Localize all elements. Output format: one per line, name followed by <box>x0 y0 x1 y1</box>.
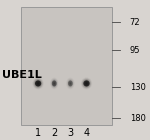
Ellipse shape <box>69 82 71 85</box>
Ellipse shape <box>68 81 72 86</box>
Ellipse shape <box>84 80 89 87</box>
Ellipse shape <box>69 81 72 86</box>
Ellipse shape <box>68 80 73 86</box>
Ellipse shape <box>52 80 57 86</box>
Text: 72: 72 <box>130 18 140 27</box>
Ellipse shape <box>83 80 90 86</box>
Ellipse shape <box>53 82 55 85</box>
Ellipse shape <box>37 83 39 84</box>
Ellipse shape <box>35 80 41 86</box>
Ellipse shape <box>84 81 89 86</box>
Ellipse shape <box>86 83 87 84</box>
Ellipse shape <box>84 81 89 86</box>
Ellipse shape <box>52 80 57 87</box>
Text: 130: 130 <box>130 83 146 92</box>
Ellipse shape <box>34 79 42 88</box>
Ellipse shape <box>85 82 88 85</box>
Ellipse shape <box>35 80 41 87</box>
Text: 180: 180 <box>130 114 146 123</box>
Bar <box>21 7 112 125</box>
Ellipse shape <box>34 79 43 88</box>
Ellipse shape <box>36 81 41 86</box>
Ellipse shape <box>54 83 55 84</box>
Ellipse shape <box>82 79 91 88</box>
Ellipse shape <box>82 79 91 88</box>
Ellipse shape <box>70 83 71 84</box>
Ellipse shape <box>85 82 88 85</box>
Text: 3: 3 <box>67 128 74 138</box>
Text: 1: 1 <box>35 128 41 138</box>
Text: 4: 4 <box>83 128 90 138</box>
Ellipse shape <box>54 83 55 84</box>
Ellipse shape <box>37 82 39 85</box>
Ellipse shape <box>52 80 56 87</box>
Ellipse shape <box>36 82 40 85</box>
Ellipse shape <box>86 83 87 84</box>
Ellipse shape <box>69 82 72 85</box>
Text: UBE1L: UBE1L <box>2 70 42 80</box>
Ellipse shape <box>35 80 41 87</box>
Ellipse shape <box>38 83 39 84</box>
Ellipse shape <box>34 79 42 88</box>
Ellipse shape <box>51 79 57 88</box>
Text: 2: 2 <box>51 128 57 138</box>
Ellipse shape <box>36 81 40 86</box>
Ellipse shape <box>83 80 90 87</box>
Ellipse shape <box>53 81 56 86</box>
Ellipse shape <box>83 79 90 88</box>
Ellipse shape <box>70 83 71 84</box>
Ellipse shape <box>52 81 56 86</box>
Text: 95: 95 <box>130 46 140 55</box>
Ellipse shape <box>53 82 56 85</box>
Ellipse shape <box>68 80 73 87</box>
